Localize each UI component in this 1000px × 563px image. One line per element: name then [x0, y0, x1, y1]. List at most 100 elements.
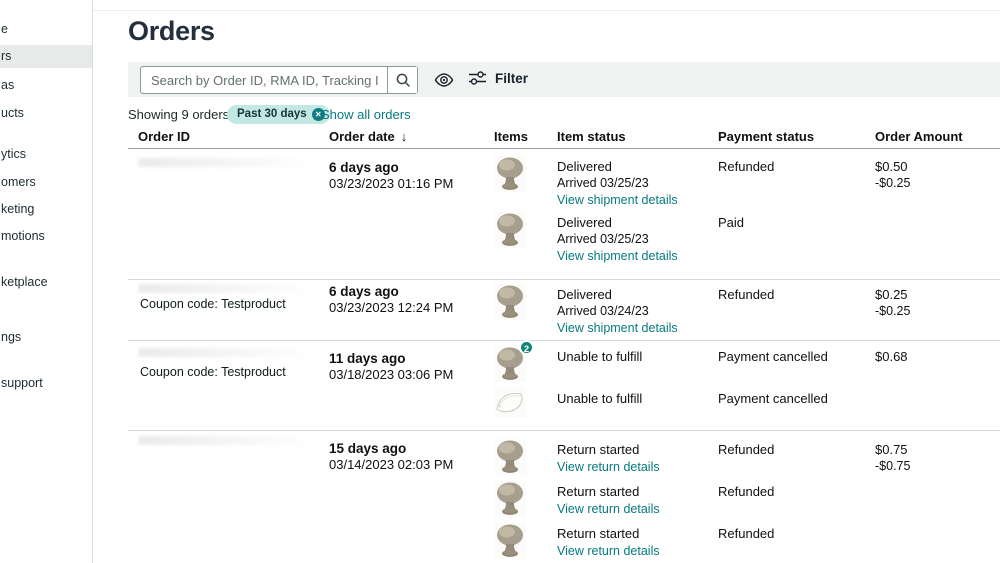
- order-amount-cell: $0.68: [875, 349, 908, 365]
- order-id-redacted: [138, 158, 313, 167]
- coupon-code: Coupon code: Testproduct: [140, 297, 286, 311]
- sidebar-item-settings[interactable]: ngs: [1, 330, 22, 344]
- view-shipment-details-link[interactable]: View shipment details: [557, 249, 678, 263]
- search-box: [140, 66, 418, 94]
- search-input[interactable]: [141, 67, 387, 93]
- order-date-cell: 15 days ago 03/14/2023 02:03 PM: [329, 440, 489, 473]
- payment-status: Refunded: [718, 526, 775, 541]
- filter-icon: [468, 70, 487, 86]
- item-status-cell: Return started View return details: [557, 526, 715, 560]
- eye-icon: [434, 72, 454, 88]
- item-status-cell: Delivered Arrived 03/25/23 View shipment…: [557, 159, 715, 209]
- item-status: Unable to fulfill: [557, 391, 643, 406]
- sidebar-item-customers[interactable]: omers: [1, 175, 36, 189]
- order-amount: $0.50: [875, 159, 908, 174]
- header-payment-status: Payment status: [718, 129, 815, 144]
- close-icon[interactable]: ✕: [311, 108, 325, 121]
- table-row[interactable]: 6 days ago 03/23/2023 01:16 PM Delivered…: [128, 149, 1000, 280]
- order-id-redacted: [138, 436, 313, 445]
- order-amount-refund: -$0.25: [875, 176, 911, 190]
- view-return-details-link[interactable]: View return details: [557, 460, 660, 474]
- order-item-line: Delivered Arrived 03/25/23 View shipment…: [128, 156, 1000, 212]
- item-status-detail: Arrived 03/24/23: [557, 304, 649, 318]
- product-image-cabinet-knob: [494, 212, 526, 248]
- payment-status: Payment cancelled: [718, 349, 828, 364]
- header-order-date[interactable]: Order date ↓: [329, 129, 407, 144]
- header-item-status: Item status: [557, 129, 626, 144]
- sidebar: e rs as ucts ytics omers keting motions …: [0, 0, 93, 563]
- view-shipment-details-link[interactable]: View shipment details: [557, 321, 678, 335]
- order-date-relative: 6 days ago: [329, 284, 399, 299]
- coupon-code: Coupon code: Testproduct: [140, 365, 286, 379]
- header-order-amount: Order Amount: [875, 129, 963, 144]
- column-visibility-button[interactable]: [432, 71, 456, 89]
- item-status: Unable to fulfill: [557, 349, 643, 364]
- order-date-relative: 15 days ago: [329, 441, 407, 456]
- search-button[interactable]: [387, 67, 417, 93]
- order-date-cell: 6 days ago 03/23/2023 12:24 PM: [329, 283, 489, 316]
- item-status-cell: Unable to fulfill: [557, 349, 715, 365]
- order-amount: $0.68: [875, 349, 908, 364]
- sidebar-item-marketing[interactable]: keting: [1, 202, 35, 216]
- item-status: Delivered: [557, 215, 612, 230]
- quantity-badge: 2: [519, 340, 534, 355]
- filter-label: Filter: [495, 70, 529, 86]
- header-order-date-label: Order date: [329, 129, 395, 144]
- order-item-line: 2 Unable to fulfill Payment cancelled $0…: [128, 340, 1000, 388]
- product-image-cabinet-knob: [494, 481, 526, 517]
- order-amount: $0.25: [875, 287, 908, 302]
- search-icon: [395, 72, 411, 88]
- table-header: Order ID Order date ↓ Items Item status P…: [128, 129, 1000, 149]
- view-return-details-link[interactable]: View return details: [557, 544, 660, 558]
- item-status-cell: Delivered Arrived 03/24/23 View shipment…: [557, 287, 715, 337]
- payment-status: Paid: [718, 215, 745, 230]
- filter-button[interactable]: Filter: [468, 70, 528, 86]
- item-status-detail: Arrived 03/25/23: [557, 176, 649, 190]
- order-item-line: Return started View return details Refun…: [128, 523, 1000, 563]
- item-status-cell: Unable to fulfill: [557, 391, 715, 407]
- order-item-line: Return started View return details Refun…: [128, 439, 1000, 481]
- item-status: Return started: [557, 484, 640, 499]
- orders-table-body: 6 days ago 03/23/2023 01:16 PM Delivered…: [128, 149, 1000, 563]
- order-date-cell: 11 days ago 03/18/2023 03:06 PM: [329, 350, 489, 383]
- product-image-cabinet-knob: 2: [494, 340, 534, 382]
- order-date-full: 03/18/2023 03:06 PM: [329, 367, 454, 382]
- table-row[interactable]: Coupon code: Testproduct 11 days ago 03/…: [128, 340, 1000, 431]
- order-amount-refund: -$0.25: [875, 304, 911, 318]
- top-divider: [93, 10, 1000, 11]
- sidebar-item-support[interactable]: support: [1, 376, 43, 390]
- filter-chip-label: Past 30 days: [237, 108, 307, 120]
- product-image-cabinet-knob: [494, 523, 526, 559]
- order-date-relative: 6 days ago: [329, 160, 399, 175]
- order-date-full: 03/23/2023 12:24 PM: [329, 300, 454, 315]
- orders-toolbar: Filter: [128, 62, 1000, 97]
- order-date-full: 03/23/2023 01:16 PM: [329, 176, 454, 191]
- showing-count: Showing 9 orders: [128, 107, 230, 122]
- sidebar-item-home[interactable]: e: [1, 22, 8, 36]
- order-date-full: 03/14/2023 02:03 PM: [329, 457, 454, 472]
- order-amount-cell: $0.50 -$0.25: [875, 159, 910, 191]
- sidebar-item-marketplace[interactable]: ketplace: [1, 275, 48, 289]
- filter-chip-past-30-days: Past 30 days ✕: [227, 105, 330, 124]
- view-return-details-link[interactable]: View return details: [557, 502, 660, 516]
- sidebar-item-products[interactable]: ucts: [1, 106, 24, 120]
- order-amount-refund: -$0.75: [875, 459, 911, 473]
- sidebar-item-promotions[interactable]: motions: [1, 229, 45, 243]
- item-status: Delivered: [557, 159, 612, 174]
- show-all-orders-link[interactable]: Show all orders: [321, 107, 411, 122]
- table-row[interactable]: 15 days ago 03/14/2023 02:03 PM Return s…: [128, 431, 1000, 563]
- page-title: Orders: [128, 16, 215, 46]
- order-amount: $0.75: [875, 442, 908, 457]
- product-image-corner-guard: [494, 388, 526, 418]
- sidebar-item-orders[interactable]: rs: [0, 45, 92, 68]
- order-amount-cell: $0.75 -$0.75: [875, 442, 910, 474]
- item-status-cell: Return started View return details: [557, 484, 715, 518]
- order-item-line: Return started View return details Refun…: [128, 481, 1000, 523]
- table-header-rule: [128, 148, 1000, 149]
- view-shipment-details-link[interactable]: View shipment details: [557, 193, 678, 207]
- sidebar-item-analytics[interactable]: ytics: [1, 147, 26, 161]
- sidebar-item-rmas[interactable]: as: [1, 78, 15, 92]
- item-status-cell: Delivered Arrived 03/25/23 View shipment…: [557, 215, 715, 265]
- table-row[interactable]: Coupon code: Testproduct 6 days ago 03/2…: [128, 280, 1000, 341]
